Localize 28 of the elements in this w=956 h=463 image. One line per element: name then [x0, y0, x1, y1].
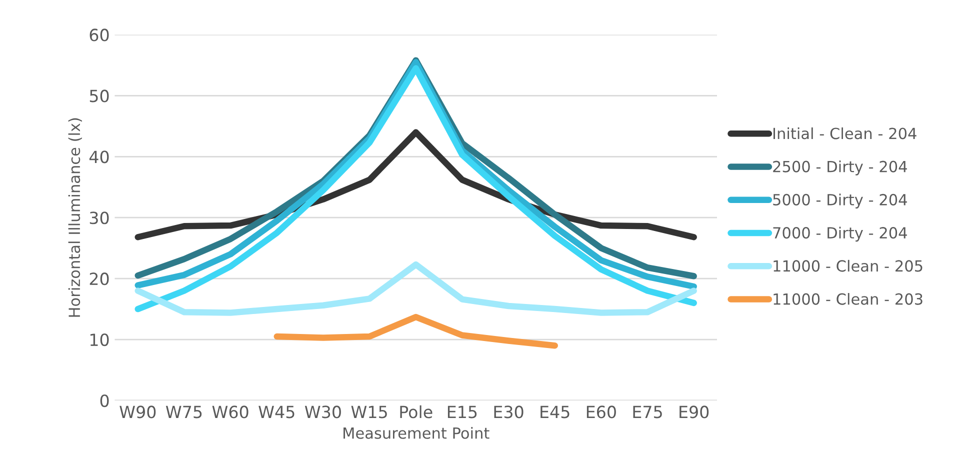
x-tick-label: W90 [120, 406, 156, 418]
x-tick-label: E90 [680, 406, 709, 418]
x-tick-label: W45 [258, 406, 294, 418]
x-tick-label: E75 [633, 406, 662, 418]
x-tick-label: E15 [448, 406, 477, 418]
x-tick-label: W15 [351, 406, 387, 418]
x-tick-label: W75 [166, 406, 202, 418]
y-tick-label: 50 [90, 90, 109, 102]
x-tick-label: W30 [304, 406, 341, 418]
legend-label: 7000 - Dirty - 204 [773, 226, 907, 242]
legend-label: 11000 - Clean - 205 [774, 260, 922, 272]
y-tick-label: 0 [100, 394, 109, 408]
y-tick-label: 10 [90, 333, 109, 346]
x-axis-title: Measurement Point [344, 427, 490, 439]
y-axis-title: Horizontal Illuminance (lx) [68, 118, 82, 317]
y-tick-label: 60 [90, 28, 109, 42]
legend-label: 11000 - Clean - 203 [774, 293, 922, 305]
x-tick-label: Pole [400, 405, 432, 418]
y-tick-label: 30 [90, 212, 109, 224]
legend-label: Initial - Clean - 204 [774, 127, 916, 140]
x-tick-label: E30 [494, 406, 524, 418]
legend-label: 2500 - Dirty - 204 [773, 160, 907, 176]
x-tick-label: E60 [586, 406, 616, 418]
x-tick-label: E45 [540, 406, 570, 418]
x-tick-label: W60 [212, 406, 248, 418]
legend-label: 5000 - Dirty - 204 [773, 194, 907, 208]
y-tick-label: 20 [90, 272, 109, 286]
y-tick-label: 40 [89, 150, 109, 164]
